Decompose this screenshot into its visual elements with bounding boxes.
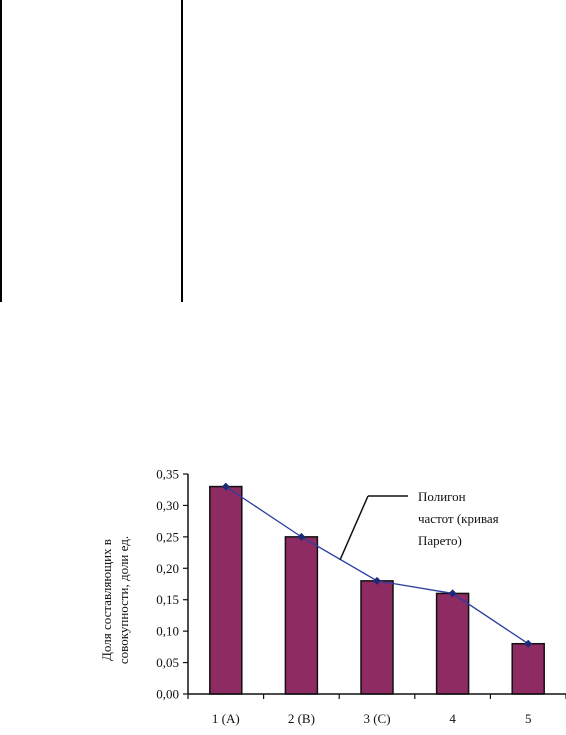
y-axis-title: Доля составляющих в совокупности, доли е…	[99, 536, 131, 664]
pareto-point-2	[297, 532, 306, 541]
frame-right-line	[181, 0, 183, 302]
pareto-point-4	[448, 589, 457, 598]
pareto-point-5	[524, 639, 533, 648]
x-tick-label: 3 (C)	[363, 711, 390, 726]
y-axis-title-line-2: совокупности, доли ед.	[116, 536, 131, 664]
annotation-line-3: Парето)	[418, 533, 462, 548]
x-tick-label: 2 (B)	[288, 711, 315, 726]
x-tick-label: 4	[449, 711, 456, 726]
x-tick-label: 1 (A)	[212, 711, 240, 726]
x-tick-label: 5	[525, 711, 532, 726]
bar-1	[209, 485, 243, 695]
pareto-point-1	[221, 482, 230, 491]
bar-3	[360, 580, 394, 695]
bar-5	[511, 642, 545, 695]
y-tick-label: 0,15	[156, 592, 179, 607]
y-tick-label: 0,25	[156, 529, 179, 544]
y-tick-label: 0,30	[156, 498, 179, 513]
y-tick-label: 0,05	[156, 655, 179, 670]
bar-4	[435, 592, 470, 695]
y-axis-title-line-1: Доля составляющих в	[99, 539, 114, 661]
y-tick-label: 0,00	[156, 687, 179, 702]
y-tick-label: 0,35	[156, 467, 179, 482]
frame-left-line	[0, 0, 2, 302]
bar-2	[284, 536, 319, 695]
pareto-annotation: Полигон частот (кривая Парето)	[339, 489, 499, 561]
pareto-point-3	[373, 576, 381, 585]
y-tick-label: 0,10	[156, 624, 179, 639]
annotation-line-1: Полигон	[418, 489, 466, 504]
y-tick-label: 0,20	[156, 561, 179, 576]
annotation-leader-line	[339, 495, 369, 561]
annotation-line-2: частот (кривая	[418, 511, 499, 526]
